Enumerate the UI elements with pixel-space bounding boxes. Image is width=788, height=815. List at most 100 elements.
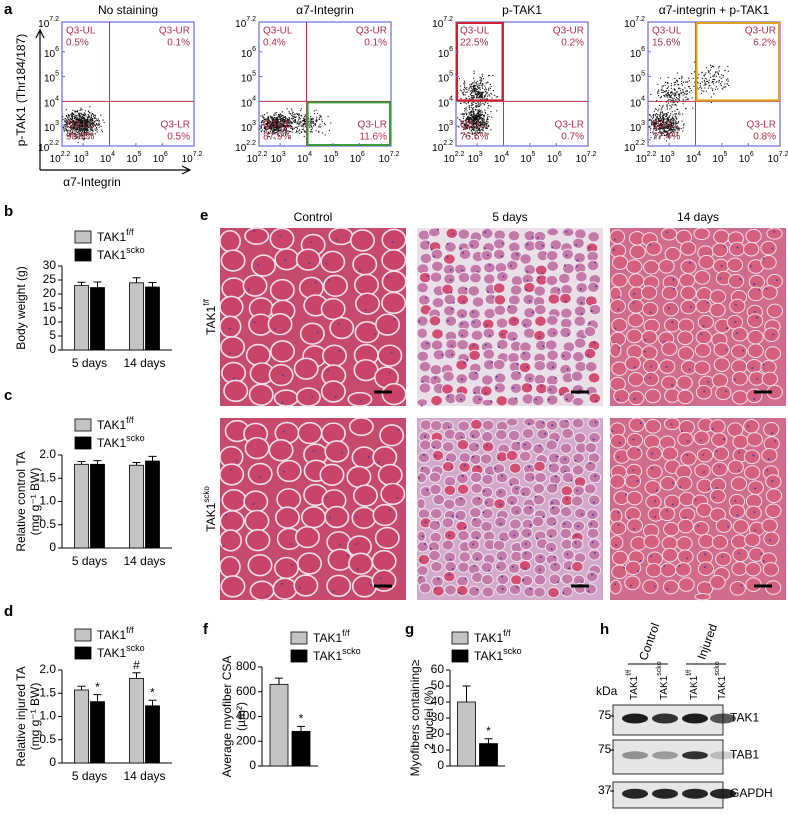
bar [75, 690, 89, 763]
event-dot [721, 81, 722, 82]
event-dot [681, 83, 682, 84]
nucleus [649, 377, 651, 379]
event-dot [99, 120, 100, 121]
myofiber [418, 295, 430, 305]
quadrant-name: Q3-LL [460, 120, 488, 131]
myofiber [324, 275, 347, 296]
x-tick-label: 107.2 [576, 151, 597, 165]
nucleus [542, 245, 544, 247]
myofiber [665, 318, 680, 332]
lane-label: TAK1scko [656, 661, 670, 700]
event-dot [472, 97, 473, 98]
quadrant-name: Q3-UL [652, 26, 682, 37]
nucleus [650, 311, 652, 313]
row-label-superscript: scko [202, 486, 211, 503]
event-dot [658, 114, 659, 115]
myofiber [443, 499, 455, 509]
event-dot [668, 90, 669, 91]
event-dot [468, 90, 469, 91]
legend-label-base: TAK1 [97, 628, 126, 642]
event-dot [81, 116, 82, 117]
event-dot [682, 114, 683, 115]
myofiber [521, 441, 533, 451]
myofiber [482, 442, 494, 452]
event-dot [479, 114, 480, 115]
nucleus [516, 488, 518, 490]
event-dot [316, 110, 317, 111]
x-tick-label-base: 10 [576, 154, 588, 165]
event-dot [674, 104, 675, 105]
myofiber [730, 299, 745, 313]
event-dot [466, 103, 467, 104]
event-dot [261, 122, 262, 123]
myofiber [733, 435, 748, 449]
y-tick-label: 10 [43, 314, 57, 328]
myofiber [275, 390, 298, 406]
event-dot [478, 83, 479, 84]
nucleus [419, 577, 421, 579]
nucleus [525, 289, 527, 291]
event-dot [464, 81, 465, 82]
event-dot [673, 114, 674, 115]
event-dot [725, 86, 726, 87]
event-dot [672, 98, 673, 99]
event-dot [680, 92, 681, 93]
event-dot [484, 116, 485, 117]
event-dot [691, 90, 692, 91]
myofiber [643, 372, 658, 386]
event-dot [79, 113, 80, 114]
myofiber [696, 330, 711, 344]
y-tick-label: 105 [630, 70, 645, 84]
event-dot [724, 87, 725, 88]
event-dot [661, 109, 662, 110]
myofiber [220, 231, 240, 252]
event-dot [683, 82, 684, 83]
event-dot [469, 114, 470, 115]
event-dot [481, 114, 482, 115]
nucleus [672, 278, 674, 280]
event-dot [478, 97, 479, 98]
nucleus [325, 262, 327, 264]
nucleus [719, 277, 721, 279]
myofiber [766, 489, 781, 503]
row-label-base: TAK1 [204, 502, 218, 531]
x-tick-label-superscript: 7.2 [587, 151, 597, 158]
y-tick-label: 20 [431, 726, 445, 740]
event-dot [672, 117, 673, 118]
event-dot [669, 105, 670, 106]
y-tick-label: 10 [431, 742, 445, 756]
event-dot [703, 91, 704, 92]
event-dot [709, 73, 710, 74]
myofiber [676, 563, 691, 577]
x-tick-label-superscript: 7.2 [779, 151, 788, 158]
event-dot [657, 84, 658, 85]
event-dot [684, 123, 685, 124]
x-tick-label-base: 10 [50, 154, 62, 165]
event-dot [650, 132, 651, 133]
nucleus [532, 477, 534, 479]
nucleus [684, 517, 686, 519]
myofiber [493, 283, 505, 293]
event-dot [67, 117, 68, 118]
event-dot [667, 108, 668, 109]
event-dot [704, 85, 705, 86]
event-dot [321, 119, 322, 120]
myofiber [472, 297, 484, 307]
nucleus [765, 288, 767, 290]
event-dot [68, 114, 69, 115]
y-tick-label: 0.5 [39, 517, 56, 531]
event-dot [470, 112, 471, 113]
event-dot [72, 110, 73, 111]
y-tick-label: 102.2 [235, 140, 256, 154]
myofiber [546, 440, 558, 450]
myofiber [534, 587, 546, 597]
event-dot [662, 92, 663, 93]
lane-label-superscript: scko [714, 661, 721, 676]
myofiber [629, 391, 644, 405]
myofiber [442, 384, 454, 394]
y-tick-label-base: 10 [241, 48, 253, 59]
nucleus [279, 235, 281, 237]
quadrant-percent: 15.6% [652, 38, 680, 49]
bar [146, 287, 160, 350]
myofiber [430, 440, 442, 450]
